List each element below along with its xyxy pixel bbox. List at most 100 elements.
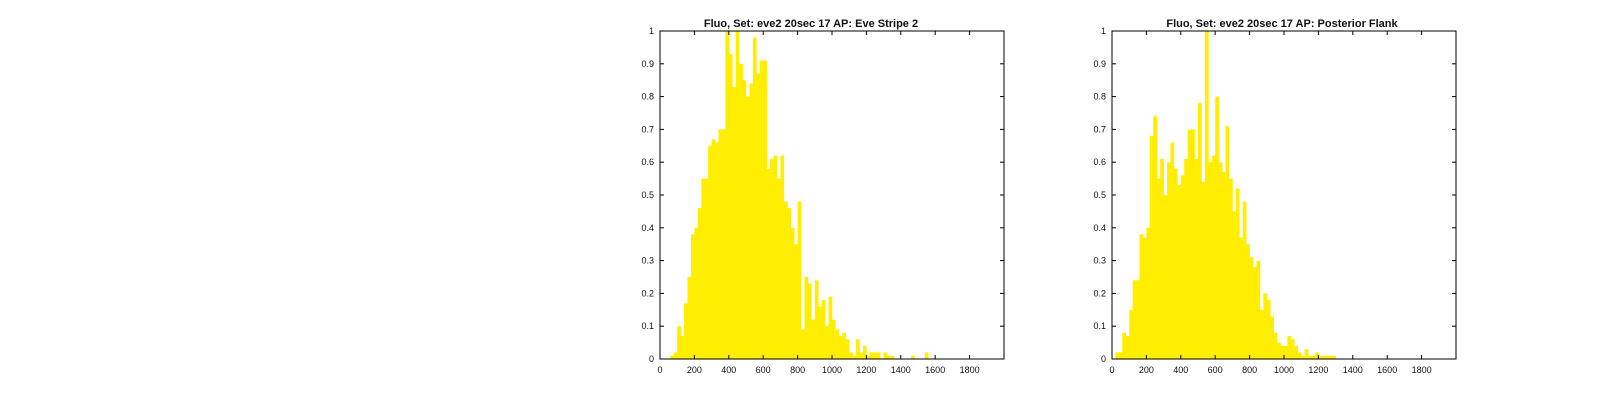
histogram-bar: [1273, 332, 1278, 359]
histogram-bar: [711, 139, 716, 359]
histogram-bar: [873, 352, 878, 359]
histogram-bar: [911, 355, 915, 359]
chart-title: Fluo, Set: eve2 20sec 17 AP: Eve Stripe …: [704, 18, 918, 30]
histogram-bar: [680, 336, 685, 359]
histogram-bar: [1146, 227, 1151, 359]
histogram-bar: [804, 277, 809, 359]
histogram-bar: [1142, 237, 1147, 359]
histogram-bar: [1228, 178, 1233, 359]
histogram-bar: [1301, 355, 1305, 359]
histogram-bar: [1263, 293, 1268, 359]
histogram-bar: [1184, 158, 1188, 359]
histogram-bar: [924, 352, 929, 359]
x-tick-label: 1000: [1274, 365, 1294, 375]
histogram-bar: [787, 208, 792, 359]
histogram-bar: [1225, 126, 1230, 360]
y-tick-label: 0.2: [1093, 288, 1106, 298]
axes-group: 0 200 400 600 800 1000 1200 1400 1600 1800 0 0.1 0.2…: [641, 26, 1004, 375]
histogram-bar: [1170, 142, 1175, 359]
y-tick-label: 0.6: [1093, 157, 1106, 167]
bars-group: [1115, 31, 1336, 360]
histogram-bar: [862, 345, 867, 359]
histogram-bar: [1194, 158, 1199, 359]
histogram-bar: [1198, 103, 1202, 359]
x-tick-label: 800: [1242, 365, 1257, 375]
histogram-bar: [1187, 129, 1192, 359]
y-tick-label: 0.2: [641, 288, 654, 298]
histogram-bar: [1167, 162, 1171, 359]
histogram-bar: [1191, 129, 1195, 359]
x-tick-label: 600: [1208, 365, 1223, 375]
histogram-bar: [742, 80, 747, 359]
histogram-bar: [1242, 201, 1247, 359]
histogram-bar: [859, 352, 864, 359]
histogram-bar: [1232, 211, 1237, 359]
histogram-bar: [766, 168, 771, 359]
histogram-bar: [835, 329, 840, 359]
y-tick-label: 0: [1101, 354, 1106, 364]
x-tick-label: 1800: [960, 365, 980, 375]
histogram-bar: [1163, 195, 1168, 359]
x-tick-label: 1200: [1308, 365, 1328, 375]
histogram-bar: [1277, 342, 1281, 359]
histogram-bar: [1266, 299, 1271, 359]
histogram-bar: [825, 326, 829, 359]
y-tick-label: 1: [649, 26, 654, 36]
histogram-bar: [1115, 352, 1120, 359]
x-tick-label: 1600: [925, 365, 945, 375]
histogram-bar: [735, 31, 740, 359]
histogram-bar: [1270, 316, 1274, 359]
histogram-bar: [1256, 260, 1261, 359]
x-tick-label: 1200: [856, 365, 876, 375]
histogram-bar: [770, 158, 774, 359]
x-tick-label: 200: [687, 365, 702, 375]
histogram-bar: [866, 355, 871, 359]
histogram-bar: [1304, 349, 1309, 359]
y-tick-label: 0.3: [641, 256, 654, 266]
histogram-bar: [1160, 158, 1164, 359]
histogram-bar: [718, 129, 723, 359]
y-tick-label: 0.1: [1093, 321, 1106, 331]
histogram-bar: [1218, 162, 1223, 359]
histogram-bar: [1253, 267, 1257, 359]
histogram-bar: [1246, 244, 1250, 359]
histogram-bar: [1311, 355, 1316, 359]
histogram-bar: [739, 63, 743, 360]
histogram-bar: [670, 355, 675, 359]
histogram-bar: [1284, 345, 1288, 359]
histogram-bar: [746, 96, 750, 359]
x-tick-label: 200: [1139, 365, 1154, 375]
histogram-bar: [756, 73, 761, 359]
histogram-bar: [1294, 345, 1299, 359]
histogram-bar: [776, 178, 781, 359]
x-tick-label: 800: [790, 365, 805, 375]
histogram-bar: [701, 178, 706, 359]
histogram-bar: [1290, 339, 1295, 359]
histogram-bar: [780, 155, 785, 359]
histogram-bar: [1235, 188, 1240, 359]
histogram-bar: [1215, 96, 1219, 359]
histogram-bar: [1173, 168, 1178, 359]
histogram-bar: [1321, 355, 1326, 359]
x-tick-label: 400: [721, 365, 736, 375]
y-tick-label: 0.9: [1093, 59, 1106, 69]
histogram-bar: [1139, 234, 1144, 359]
histogram-panel-posterior-flank: Fluo, Set: eve2 20sec 17 AP: Posterior F…: [1093, 18, 1457, 375]
histogram-bar: [849, 352, 853, 359]
histogram-bar: [1132, 280, 1137, 359]
histogram-bar: [763, 60, 767, 360]
histogram-bar: [732, 86, 736, 359]
histogram-bar: [1149, 135, 1154, 359]
x-tick-label: 1400: [891, 365, 911, 375]
histogram-panel-eve-stripe-2: Fluo, Set: eve2 20sec 17 AP: Eve Stripe …: [641, 18, 1005, 375]
histogram-bar: [797, 201, 802, 359]
x-tick-label: 1600: [1377, 365, 1397, 375]
y-tick-label: 0.1: [641, 321, 654, 331]
histogram-bar: [852, 355, 857, 359]
histogram-bar: [1118, 352, 1123, 359]
histogram-bar: [1180, 175, 1185, 359]
histogram-bar: [1201, 181, 1206, 359]
histogram-bar: [1280, 345, 1285, 359]
histogram-bar: [1325, 355, 1330, 359]
y-tick-label: 0.9: [641, 59, 654, 69]
